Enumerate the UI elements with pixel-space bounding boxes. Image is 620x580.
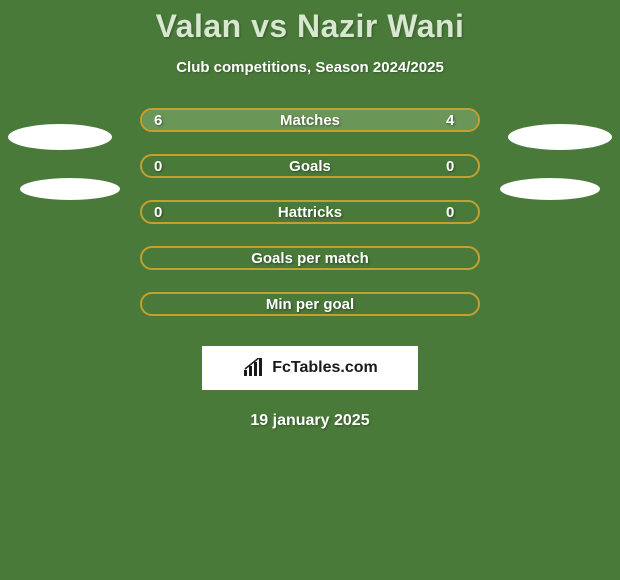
date-text: 19 january 2025 xyxy=(0,412,620,430)
stat-label: Goals per match xyxy=(251,250,369,267)
stat-row-matches: 6 Matches 4 xyxy=(140,108,480,132)
player-right-marker-2 xyxy=(500,178,600,200)
stat-label: Hattricks xyxy=(278,204,342,221)
comparison-title: Valan vs Nazir Wani xyxy=(0,8,620,45)
stat-row-goals: 0 Goals 0 xyxy=(140,154,480,178)
stat-value-right: 0 xyxy=(446,204,466,221)
stats-area: 6 Matches 4 0 Goals 0 0 Hattricks 0 Goal… xyxy=(0,108,620,430)
stat-value-right: 4 xyxy=(446,112,466,129)
stat-value-left: 0 xyxy=(154,204,174,221)
player-left-marker-2 xyxy=(20,178,120,200)
stat-value-right: 0 xyxy=(446,158,466,175)
player-right-marker-1 xyxy=(508,124,612,150)
stat-value-left: 6 xyxy=(154,112,174,129)
stat-label: Goals xyxy=(289,158,331,175)
stat-row-min-per-goal: Min per goal xyxy=(140,292,480,316)
logo-text: FcTables.com xyxy=(272,359,378,377)
chart-icon xyxy=(242,358,266,378)
stat-row-goals-per-match: Goals per match xyxy=(140,246,480,270)
comparison-subtitle: Club competitions, Season 2024/2025 xyxy=(0,59,620,76)
player-left-marker-1 xyxy=(8,124,112,150)
stat-row-hattricks: 0 Hattricks 0 xyxy=(140,200,480,224)
stat-label: Matches xyxy=(280,112,340,129)
logo-box: FcTables.com xyxy=(202,346,418,390)
stat-label: Min per goal xyxy=(266,296,354,313)
stat-value-left: 0 xyxy=(154,158,174,175)
